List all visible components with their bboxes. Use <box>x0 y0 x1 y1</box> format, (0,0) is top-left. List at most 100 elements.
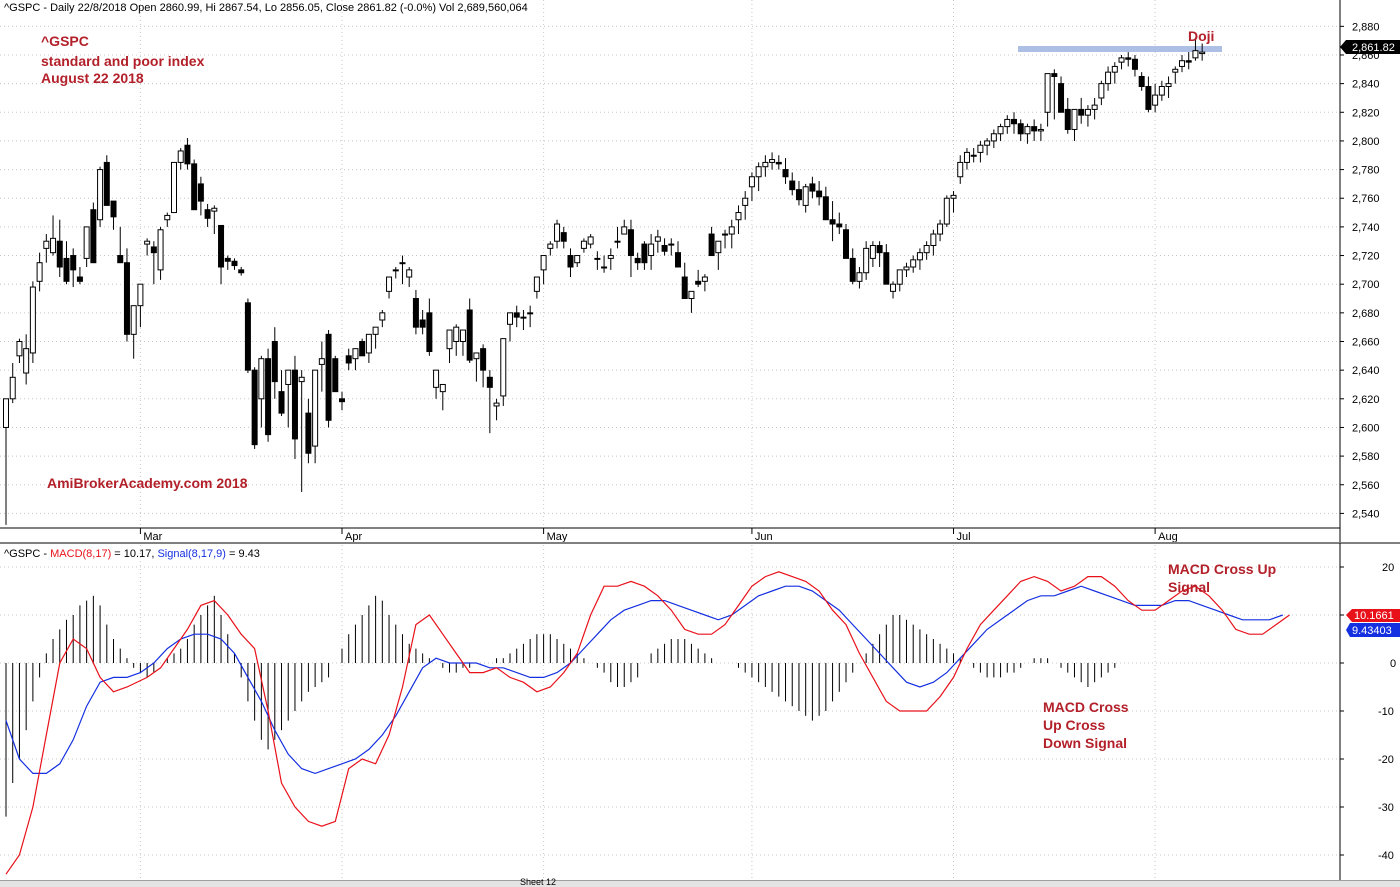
candle <box>1165 76 1172 98</box>
candle <box>1118 54 1125 70</box>
annotation-cross-down-line3: Down Signal <box>1043 735 1127 751</box>
price-tick-label: 2,840 <box>1352 79 1380 91</box>
candle <box>1199 43 1206 61</box>
candle <box>876 241 883 267</box>
candle <box>775 155 782 170</box>
candle <box>641 241 648 270</box>
price-tick-label: 2,600 <box>1352 422 1380 434</box>
macd-value-label: 10.1661 <box>1354 610 1394 622</box>
macd-panel[interactable]: -40-30-20-1001020 ^GSPC - MACD(8,17) = 1… <box>0 543 1400 880</box>
candle <box>715 240 722 270</box>
price-tick-label: 2,560 <box>1352 480 1380 492</box>
candle <box>157 226 164 280</box>
candle <box>433 369 440 399</box>
macd-histogram <box>5 595 1116 817</box>
candle <box>164 212 171 227</box>
candle <box>802 183 809 213</box>
candle <box>580 238 587 253</box>
candle <box>1158 80 1165 101</box>
candle <box>419 309 426 335</box>
annotation-cross-down-line1: MACD Cross <box>1043 699 1129 715</box>
signal-value-label: 9.43403 <box>1352 625 1392 637</box>
candle <box>1037 123 1044 141</box>
sheet-tab-bar[interactable]: Sheet 12 <box>0 877 1400 887</box>
doji-highlight-line <box>1018 46 1222 52</box>
candle <box>722 229 729 249</box>
candle <box>298 370 305 492</box>
doji-label: Doji <box>1188 28 1214 44</box>
candle <box>278 370 285 416</box>
candle <box>305 398 312 464</box>
sheet-tab-active[interactable]: Sheet 12 <box>520 877 557 887</box>
macd-tick-label: -40 <box>1378 850 1394 862</box>
candle <box>661 238 668 256</box>
candle <box>36 252 43 292</box>
price-tick-label: 2,800 <box>1352 136 1380 148</box>
candle <box>76 267 83 285</box>
candle <box>621 219 628 235</box>
candle <box>648 234 655 270</box>
candle <box>70 248 77 288</box>
candle <box>701 274 708 292</box>
candle <box>654 229 661 253</box>
candle <box>372 326 379 349</box>
annotation-ticker: ^GSPC <box>41 33 89 49</box>
candle <box>1071 108 1078 141</box>
candle <box>123 248 130 342</box>
candle <box>1125 52 1132 67</box>
price-tick-label: 2,540 <box>1352 508 1380 520</box>
candle <box>144 238 151 256</box>
price-tick-label: 2,660 <box>1352 336 1380 348</box>
annotation-cross-down-line2: Up Cross <box>1043 717 1105 733</box>
candle <box>890 281 897 299</box>
candle <box>312 369 319 464</box>
candle <box>903 262 910 278</box>
macd-title-signal: Signal(8,17,9) <box>157 548 226 560</box>
price-tick-label: 2,780 <box>1352 165 1380 177</box>
candle <box>1145 76 1152 113</box>
candle <box>634 252 641 270</box>
macd-title-macd: MACD(8,17) <box>50 548 111 560</box>
candle <box>318 341 325 392</box>
candle <box>244 298 251 374</box>
annotation-cross-up-line1: MACD Cross Up <box>1168 561 1276 577</box>
candle <box>1098 80 1105 106</box>
candle <box>117 226 124 264</box>
candle <box>171 161 177 214</box>
candle <box>984 138 991 156</box>
candle <box>1179 54 1185 73</box>
candle <box>412 289 419 335</box>
candle <box>977 140 984 163</box>
candle <box>184 138 191 170</box>
candle <box>50 215 57 256</box>
candle <box>957 155 964 184</box>
candle <box>574 255 581 267</box>
month-tick-label: Jun <box>755 531 773 543</box>
candle <box>325 330 332 428</box>
macd-tick-label: -30 <box>1378 802 1394 814</box>
price-tick-label: 2,820 <box>1352 107 1380 119</box>
month-tick-label: Mar <box>143 531 162 543</box>
last-price-label: 2,861.82 <box>1352 42 1395 54</box>
candle <box>224 255 231 270</box>
annotation-index-name: standard and poor index <box>41 53 205 69</box>
candle <box>547 241 554 256</box>
candle <box>466 298 473 363</box>
candle <box>16 338 23 363</box>
price-tick-label: 2,620 <box>1352 394 1380 406</box>
candle <box>910 255 917 273</box>
candle <box>110 200 117 230</box>
macd-tick-label: -20 <box>1378 754 1394 766</box>
candle <box>197 176 204 216</box>
candle <box>748 172 755 202</box>
macd-tick-label: -10 <box>1378 706 1394 718</box>
candle <box>1017 119 1024 141</box>
candle <box>191 159 198 211</box>
candle <box>359 338 366 357</box>
price-panel[interactable]: 2,540 2,560 2,580 2,600 2,620 2,640 2,660 2,680… <box>0 0 1400 543</box>
candle <box>809 176 816 199</box>
candle <box>1058 76 1065 113</box>
candle <box>849 248 856 285</box>
candle <box>782 158 789 184</box>
candle <box>795 181 802 206</box>
